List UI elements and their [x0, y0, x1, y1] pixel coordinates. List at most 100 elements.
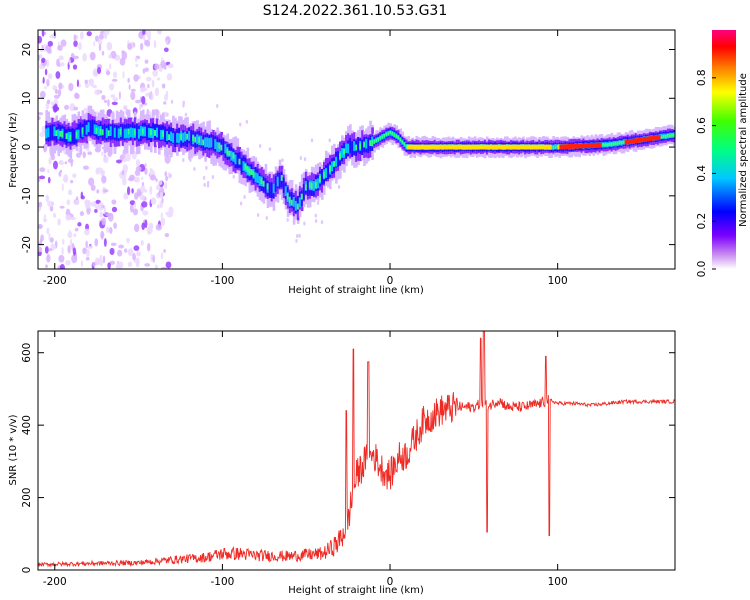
- heatmap-noise-cell: [47, 40, 54, 47]
- heatmap-noise-cell: [72, 247, 77, 256]
- heatmap-noise-cell: [123, 192, 129, 200]
- heatmap-noise-cell: [41, 57, 46, 63]
- heatmap-noise-cell: [74, 92, 79, 99]
- heatmap-cell: [569, 144, 572, 149]
- heatmap-noise-cell: [151, 79, 155, 88]
- heatmap-noise-cell: [46, 78, 50, 87]
- heatmap-cell: [320, 169, 324, 185]
- heatmap-cell: [577, 143, 580, 149]
- heatmap-noise-cell: [65, 214, 72, 221]
- heatmap-noise-cell: [46, 253, 51, 263]
- heatmap-noise-cell: [47, 200, 54, 207]
- heatmap-cell: [586, 143, 589, 149]
- heatmap-cell: [633, 138, 636, 144]
- heatmap-noise-cell: [134, 169, 141, 177]
- heatmap-noise-cell: [122, 164, 128, 173]
- heatmap-noise-cell: [39, 167, 46, 173]
- heatmap-noise-cell: [149, 95, 152, 100]
- heatmap-cell: [600, 143, 604, 147]
- heatmap-noise-cell: [88, 79, 94, 83]
- heatmap-cell: [228, 150, 232, 157]
- heatmap-noise-cell: [43, 213, 47, 223]
- heatmap-noise-cell: [116, 159, 122, 164]
- heatmap-cell: [433, 144, 436, 150]
- heatmap-cell: [139, 126, 143, 136]
- heatmap-cell: [547, 144, 550, 150]
- heatmap-cell: [579, 143, 582, 149]
- heatmap-cell: [204, 137, 207, 148]
- heatmap-cell: [408, 144, 411, 150]
- spectrogram-x-tick-label: -200: [43, 275, 67, 287]
- heatmap-cell: [591, 142, 594, 148]
- heatmap-noise-cell: [165, 90, 169, 97]
- heatmap-cell: [562, 144, 565, 150]
- heatmap-noise-cell: [61, 246, 64, 256]
- heatmap-noise-cell: [160, 212, 163, 221]
- heatmap-cell: [162, 131, 165, 137]
- heatmap-cell: [468, 144, 472, 150]
- heatmap-cell: [660, 135, 664, 139]
- heatmap-cell: [620, 141, 624, 145]
- heatmap-noise-cell: [54, 88, 58, 95]
- heatmap-noise-cell: [132, 208, 139, 216]
- heatmap-noise-cell: [94, 208, 98, 213]
- heatmap-noise-cell: [110, 94, 116, 98]
- spectrogram-x-tick-label: 0: [387, 275, 394, 287]
- heatmap-cell: [240, 157, 244, 174]
- heatmap-cell: [525, 144, 529, 150]
- heatmap-noise-cell: [134, 202, 137, 209]
- heatmap-cell: [566, 144, 569, 150]
- heatmap-noise-cell: [101, 151, 104, 157]
- heatmap-cell: [584, 143, 587, 149]
- heatmap-noise-cell: [168, 206, 174, 215]
- heatmap-noise-cell: [83, 107, 88, 112]
- heatmap-noise-cell: [129, 174, 135, 180]
- heatmap-noise-cell: [39, 90, 46, 99]
- heatmap-noise-cell: [64, 161, 68, 165]
- heatmap-noise-cell: [112, 71, 118, 79]
- heatmap-cell: [85, 124, 89, 135]
- heatmap-noise-cell: [130, 91, 136, 101]
- heatmap-noise-cell: [135, 159, 141, 167]
- heatmap-noise-cell: [55, 71, 61, 79]
- heatmap-noise-cell: [164, 233, 170, 238]
- heatmap-noise-cell: [103, 238, 107, 247]
- heatmap-cell: [477, 144, 480, 150]
- heatmap-cell: [97, 126, 101, 137]
- heatmap-noise-cell: [49, 237, 54, 243]
- heatmap-cell: [492, 144, 495, 150]
- heatmap-cell: [557, 144, 560, 150]
- heatmap-noise-cell: [131, 188, 134, 194]
- heatmap-cell: [559, 144, 562, 150]
- heatmap-noise-cell: [136, 251, 141, 257]
- heatmap-noise-cell: [164, 171, 168, 177]
- heatmap-cell: [345, 143, 348, 154]
- heatmap-noise-cell: [49, 34, 56, 39]
- heatmap-noise-cell: [134, 176, 140, 183]
- heatmap-cell: [246, 166, 250, 173]
- heatmap-cell: [387, 131, 390, 136]
- heatmap-noise-cell: [144, 59, 149, 64]
- heatmap-cell: [612, 142, 616, 146]
- heatmap-noise-cell: [142, 210, 149, 216]
- heatmap-noise-cell: [168, 63, 174, 69]
- heatmap-cell: [587, 143, 591, 149]
- heatmap-noise-cell: [126, 237, 130, 244]
- heatmap-cell: [608, 142, 612, 147]
- heatmap-noise-cell: [117, 249, 123, 257]
- heatmap-cell: [527, 144, 530, 150]
- heatmap-noise-cell: [45, 264, 49, 269]
- heatmap-noise-cell: [80, 191, 84, 199]
- heatmap-noise-cell: [111, 206, 118, 213]
- heatmap-cell: [296, 203, 300, 210]
- heatmap-noise-cell: [139, 42, 144, 51]
- heatmap-noise-cell: [295, 238, 298, 243]
- heatmap-noise-cell: [143, 189, 148, 193]
- heatmap-noise-cell: [163, 62, 167, 71]
- snr-y-axis-label: SNR (10 * v/v): [8, 414, 19, 485]
- heatmap-cell: [83, 120, 87, 136]
- heatmap-noise-cell: [109, 63, 112, 70]
- heatmap-noise-cell: [122, 104, 128, 110]
- heatmap-noise-cell: [147, 83, 150, 89]
- colorbar-tick-label: 0.2: [696, 213, 708, 230]
